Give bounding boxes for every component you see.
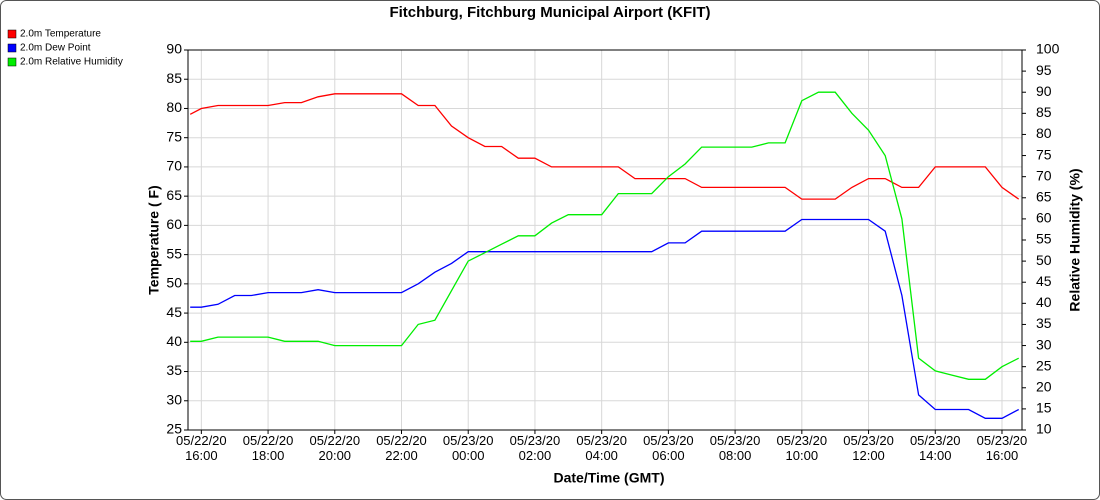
- y2-tick-label: 40: [1036, 294, 1052, 310]
- y-axis-label: Temperature ( F): [146, 185, 162, 294]
- y-tick-label: 30: [166, 391, 182, 407]
- y-tick-label: 80: [166, 99, 182, 115]
- y2-tick-label: 100: [1036, 41, 1060, 57]
- x-tick-label: 05/23/20 08:00: [709, 433, 761, 463]
- x-axis-label: Date/Time (GMT): [554, 470, 665, 486]
- y2-tick-label: 25: [1036, 357, 1052, 373]
- y-tick-label: 40: [166, 333, 182, 349]
- x-tick-label: 05/23/20 00:00: [442, 433, 494, 463]
- data-line: [190, 91, 1019, 380]
- plot-area: [187, 49, 1023, 431]
- y2-axis-label: Relative Humidity (%): [1067, 168, 1083, 311]
- y2-tick-label: 35: [1036, 315, 1052, 331]
- y2-tick-label: 60: [1036, 210, 1052, 226]
- y-tick-label: 45: [166, 304, 182, 320]
- y2-tick-label: 90: [1036, 83, 1052, 99]
- data-line: [190, 218, 1020, 419]
- y-tick-label: 50: [166, 275, 182, 291]
- y-tick-label: 55: [166, 245, 182, 261]
- x-tick-label: 05/23/20 06:00: [643, 433, 694, 463]
- x-tick-label: 05/22/20 18:00: [242, 433, 294, 463]
- legend-label: 2.0m Dew Point: [20, 43, 91, 54]
- data-line: [189, 93, 1020, 200]
- y2-tick-label: 50: [1036, 252, 1052, 268]
- x-tick-label: 05/23/20 10:00: [776, 433, 828, 463]
- y-tick-label: 90: [166, 41, 182, 57]
- y2-tick-label: 10: [1036, 421, 1052, 437]
- legend-label: 2.0m Relative Humidity: [20, 57, 123, 68]
- y2-tick-label: 20: [1036, 378, 1052, 394]
- x-tick-label: 05/22/20 20:00: [309, 433, 361, 463]
- y-tick-label: 25: [166, 421, 182, 437]
- y2-tick-label: 80: [1036, 125, 1052, 141]
- x-tick-label: 05/22/20 16:00: [176, 433, 227, 463]
- y2-tick-label: 45: [1036, 273, 1052, 289]
- y2-tick-label: 15: [1036, 400, 1052, 416]
- y2-tick-label: 85: [1036, 104, 1052, 120]
- y-tick-label: 75: [166, 128, 182, 144]
- y2-tick-label: 65: [1036, 188, 1052, 204]
- x-tick-label: 05/23/20 02:00: [509, 433, 561, 463]
- y2-tick-label: 30: [1036, 336, 1052, 352]
- x-tick-label: 05/22/20 22:00: [376, 433, 427, 463]
- y-tick-label: 35: [166, 362, 182, 378]
- legend-swatch: [7, 29, 17, 39]
- legend-swatch: [7, 57, 17, 67]
- y2-tick-label: 95: [1036, 62, 1052, 78]
- y-tick-label: 65: [166, 187, 182, 203]
- legend-label: 2.0m Temperature: [20, 29, 101, 40]
- y2-tick-label: 75: [1036, 146, 1052, 162]
- y-tick-label: 60: [166, 216, 182, 232]
- x-tick-label: 05/23/20 16:00: [976, 433, 1028, 463]
- chart-title: Fitchburg, Fitchburg Municipal Airport (…: [389, 4, 710, 21]
- y2-tick-label: 55: [1036, 231, 1052, 247]
- legend-swatch: [7, 43, 17, 53]
- x-tick-label: 05/23/20 12:00: [843, 433, 894, 463]
- y-tick-label: 85: [166, 70, 182, 86]
- y2-tick-label: 70: [1036, 167, 1052, 183]
- y-tick-label: 70: [166, 158, 182, 174]
- x-tick-label: 05/23/20 04:00: [576, 433, 627, 463]
- x-tick-label: 05/23/20 14:00: [909, 433, 961, 463]
